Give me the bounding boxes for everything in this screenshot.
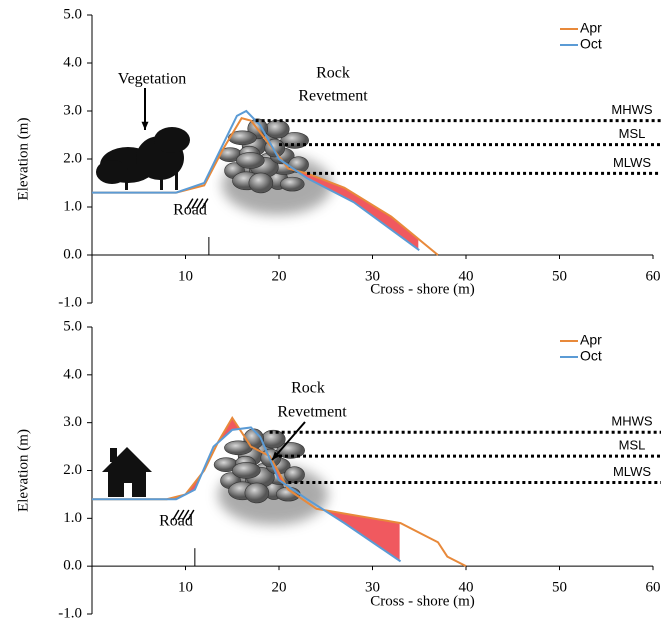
y-tick-label: 1.0 — [63, 510, 82, 526]
x-tick-label: 20 — [272, 268, 287, 284]
annotation: Revetment — [298, 88, 368, 105]
legend-label: Oct — [580, 36, 602, 52]
tide-label: MHWS — [611, 102, 652, 117]
y-tick-label: -1.0 — [58, 605, 82, 621]
x-tick-label: 60 — [646, 268, 661, 284]
rock — [265, 120, 289, 138]
y-axis-label: Elevation (m) — [15, 118, 31, 201]
annotation: Vegetation — [118, 71, 186, 88]
y-tick-label: 2.0 — [63, 150, 82, 166]
rock — [232, 462, 260, 478]
y-tick-label: 0.0 — [63, 558, 82, 574]
annotation: Revetment — [277, 404, 347, 421]
y-tick-label: 0.0 — [63, 246, 82, 262]
tree-icon — [96, 127, 190, 190]
rock — [285, 467, 305, 483]
house-icon — [102, 447, 152, 497]
annotation: Rock — [291, 380, 325, 397]
tide-label: MLWS — [613, 155, 651, 170]
figure: -1.00.01.02.03.04.05.0102030405060Cross … — [0, 0, 661, 642]
annotation: Rock — [316, 65, 350, 82]
y-tick-label: 3.0 — [63, 414, 82, 430]
x-tick-label: 50 — [552, 580, 567, 596]
page: {"chart_data": [ {"type": "line", "xlabe… — [0, 0, 661, 642]
x-tick-label: 10 — [178, 268, 193, 284]
legend-label: Oct — [580, 348, 602, 364]
x-tick-label: 50 — [552, 268, 567, 284]
y-tick-label: 4.0 — [63, 54, 82, 70]
legend-label: Apr — [580, 332, 602, 348]
rock — [249, 173, 273, 193]
tide-label: MSL — [619, 438, 646, 453]
rock — [236, 152, 264, 168]
x-tick-label: 60 — [646, 580, 661, 596]
tide-label: MSL — [619, 126, 646, 141]
x-tick-label: 10 — [178, 580, 193, 596]
x-axis-label: Cross - shore (m) — [370, 281, 475, 297]
tide-label: MLWS — [613, 464, 651, 479]
rock — [280, 177, 304, 191]
legend-label: Apr — [580, 20, 602, 36]
tide-label: MHWS — [611, 414, 652, 429]
y-tick-label: 5.0 — [63, 6, 82, 22]
y-tick-label: 5.0 — [63, 318, 82, 334]
y-tick-label: 2.0 — [63, 462, 82, 478]
y-tick-label: 1.0 — [63, 198, 82, 214]
y-tick-label: 4.0 — [63, 366, 82, 382]
arrow-head — [141, 122, 148, 130]
y-tick-label: 3.0 — [63, 102, 82, 118]
x-axis-label: Cross - shore (m) — [370, 593, 475, 609]
y-tick-label: -1.0 — [58, 294, 82, 310]
rock — [245, 483, 269, 503]
x-tick-label: 20 — [272, 580, 287, 596]
y-axis-label: Elevation (m) — [15, 429, 31, 512]
